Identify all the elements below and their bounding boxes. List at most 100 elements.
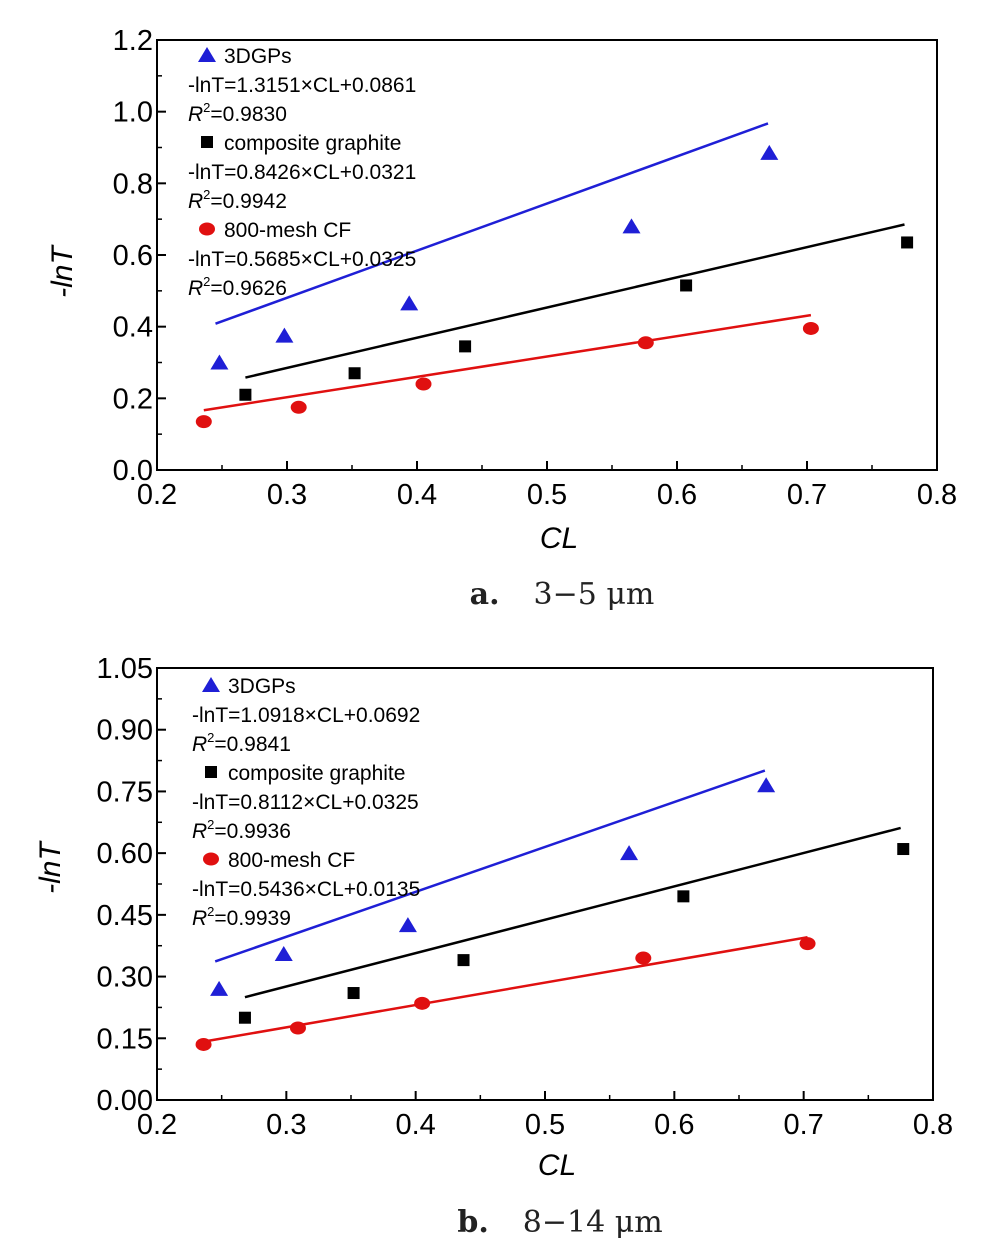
data-point bbox=[210, 980, 229, 996]
data-point bbox=[415, 377, 432, 391]
figure-caption: a. 3−5 μm bbox=[470, 577, 655, 612]
y-tick-label: 0.6 bbox=[113, 240, 153, 272]
data-point bbox=[680, 279, 693, 292]
legend-marker bbox=[202, 677, 220, 692]
x-tick-label: 0.8 bbox=[913, 1109, 953, 1141]
series-square bbox=[238, 826, 910, 1024]
y-tick-label: 0.30 bbox=[97, 962, 153, 994]
data-point bbox=[239, 388, 252, 401]
series-circle bbox=[195, 313, 819, 429]
data-point bbox=[459, 340, 472, 353]
x-tick-label: 0.5 bbox=[525, 1109, 565, 1141]
legend-marker bbox=[198, 47, 216, 62]
caption-tag: a. bbox=[470, 577, 500, 612]
x-tick-label: 0.6 bbox=[654, 1109, 694, 1141]
caption-text: 3−5 μm bbox=[534, 577, 655, 612]
fit-line bbox=[245, 223, 905, 379]
data-point bbox=[757, 777, 776, 793]
legend-series-name: 800-mesh CF bbox=[228, 849, 355, 872]
y-tick-label: 0.00 bbox=[97, 1085, 153, 1117]
data-point bbox=[457, 954, 470, 967]
series-circle bbox=[195, 935, 816, 1051]
caption-text: 8−14 μm bbox=[523, 1205, 663, 1240]
y-axis-title: -lnT bbox=[34, 839, 67, 893]
legend-r2: R2=0.9841 bbox=[192, 730, 291, 756]
legend-r2: R2=0.9626 bbox=[188, 274, 287, 300]
legend-fit-equation: -lnT=1.0918×CL+0.0692 bbox=[192, 704, 420, 727]
y-axis-title: -lnT bbox=[46, 243, 79, 297]
y-tick-label: 1.0 bbox=[113, 97, 153, 129]
data-point bbox=[799, 937, 816, 951]
data-point bbox=[897, 843, 910, 856]
y-tick-label: 0.15 bbox=[97, 1023, 153, 1055]
data-point bbox=[677, 890, 690, 903]
legend-r2: R2=0.9830 bbox=[188, 100, 287, 126]
fit-line bbox=[214, 769, 766, 963]
series-square bbox=[239, 223, 914, 401]
data-point bbox=[275, 327, 294, 343]
y-tick-label: 1.05 bbox=[97, 653, 153, 685]
y-tick-label: 0.2 bbox=[113, 383, 153, 415]
fit-line bbox=[203, 313, 812, 412]
series-triangle bbox=[210, 122, 779, 370]
legend: 3DGPs -lnT=1.3151×CL+0.0861 R2=0.9830 compo… bbox=[188, 45, 416, 300]
y-tick-label: 0.90 bbox=[97, 715, 153, 747]
y-tick-label: 0.4 bbox=[113, 312, 153, 344]
data-point bbox=[289, 1021, 306, 1035]
x-axis-title: CL bbox=[540, 522, 578, 555]
data-point bbox=[400, 295, 419, 311]
data-point bbox=[760, 144, 779, 160]
x-tick-label: 0.4 bbox=[396, 1109, 436, 1141]
series-triangle bbox=[210, 769, 776, 996]
fit-line bbox=[244, 826, 901, 999]
y-tick-label: 0.8 bbox=[113, 168, 153, 200]
legend-series-name: composite graphite bbox=[224, 132, 401, 155]
data-point bbox=[210, 354, 229, 370]
data-point bbox=[901, 236, 914, 249]
legend-series-name: 3DGPs bbox=[228, 675, 296, 698]
x-tick-label: 0.2 bbox=[137, 1109, 177, 1141]
legend-r2: R2=0.9942 bbox=[188, 187, 287, 213]
data-point bbox=[274, 945, 293, 961]
data-point bbox=[347, 987, 360, 1000]
legend-r2: R2=0.9936 bbox=[192, 817, 291, 843]
data-point bbox=[620, 845, 639, 861]
data-point bbox=[348, 367, 361, 380]
legend-fit-equation: -lnT=0.8426×CL+0.0321 bbox=[188, 161, 416, 184]
x-tick-label: 0.8 bbox=[917, 479, 957, 511]
x-tick-label: 0.4 bbox=[397, 479, 437, 511]
data-point bbox=[802, 321, 819, 335]
x-tick-label: 0.7 bbox=[784, 1109, 824, 1141]
chart-panel-a: 0.2 0.3 0.4 0.5 0.6 0.7 0.80.00.20.40.60.81.01… bbox=[46, 25, 957, 612]
legend-r2: R2=0.9939 bbox=[192, 904, 291, 930]
legend-series-name: 3DGPs bbox=[224, 45, 292, 68]
legend-series-name: composite graphite bbox=[228, 762, 405, 785]
fit-line bbox=[215, 122, 769, 325]
data-point bbox=[238, 1011, 251, 1024]
caption-tag: b. bbox=[457, 1205, 488, 1240]
data-point bbox=[398, 917, 417, 933]
data-point bbox=[195, 1037, 212, 1051]
legend-marker bbox=[201, 136, 213, 148]
data-point bbox=[195, 415, 212, 429]
legend-series-name: 800-mesh CF bbox=[224, 219, 351, 242]
y-tick-label: 1.2 bbox=[113, 25, 153, 57]
x-tick-label: 0.3 bbox=[267, 479, 307, 511]
legend-marker bbox=[203, 852, 219, 866]
legend-marker bbox=[205, 766, 217, 778]
x-tick-label: 0.6 bbox=[657, 479, 697, 511]
x-tick-label: 0.2 bbox=[137, 479, 177, 511]
y-tick-label: 0.60 bbox=[97, 838, 153, 870]
x-tick-label: 0.5 bbox=[527, 479, 567, 511]
legend-fit-equation: -lnT=0.8112×CL+0.0325 bbox=[192, 791, 419, 814]
y-tick-label: 0.0 bbox=[113, 455, 153, 487]
legend-fit-equation: -lnT=0.5436×CL+0.0135 bbox=[192, 878, 420, 901]
legend-fit-equation: -lnT=0.5685×CL+0.0325 bbox=[188, 248, 416, 271]
chart-panel-b: 0.2 0.3 0.4 0.5 0.6 0.7 0.8 0.00 0.15 0.30 0.45 0.6… bbox=[34, 653, 953, 1240]
legend-marker bbox=[199, 222, 215, 236]
data-point bbox=[637, 336, 654, 350]
figure-caption: b. 8−14 μm bbox=[457, 1205, 662, 1240]
x-tick-label: 0.3 bbox=[266, 1109, 306, 1141]
y-tick-label: 0.75 bbox=[97, 776, 153, 808]
